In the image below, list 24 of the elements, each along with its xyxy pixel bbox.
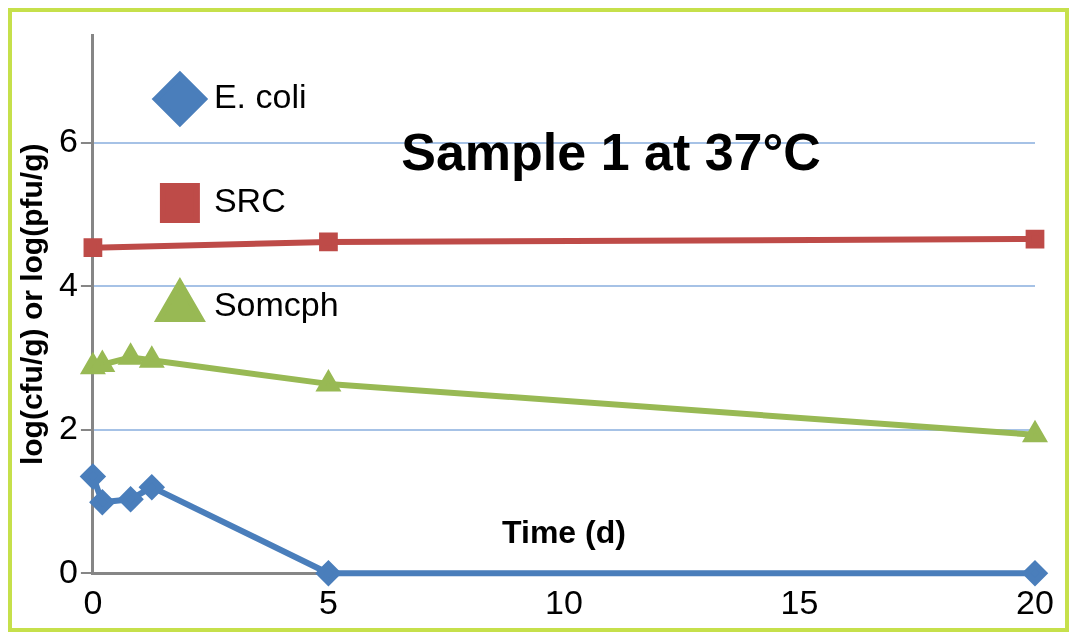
point — [80, 464, 105, 489]
text: Sample 1 at 37°C — [401, 123, 821, 182]
y-tick-label: 2 — [58, 408, 78, 447]
y-tick-label: 0 — [58, 551, 78, 590]
point — [319, 232, 338, 252]
x-tick-label: 15 — [780, 582, 819, 621]
y-tick-label: 4 — [58, 264, 78, 303]
x-axis-title: Time (d) — [502, 514, 626, 551]
x-tick-label: 10 — [545, 582, 583, 621]
x-tick-label: 20 — [1016, 582, 1054, 621]
point — [1025, 229, 1045, 249]
legend-label: E. coli — [213, 77, 307, 116]
legend-label: Somcph — [213, 285, 339, 324]
point — [316, 561, 341, 586]
point — [1023, 561, 1047, 586]
legend-label: SRC — [213, 181, 286, 220]
point — [139, 475, 164, 500]
y-tick-label: 6 — [58, 121, 78, 160]
point — [83, 238, 103, 258]
y-axis-title: log(cfu/g) or log(pfu/g) — [15, 143, 49, 466]
point — [118, 487, 143, 512]
x-tick-label: 0 — [83, 582, 103, 621]
x-tick-label: 5 — [318, 582, 338, 621]
point — [90, 490, 115, 515]
